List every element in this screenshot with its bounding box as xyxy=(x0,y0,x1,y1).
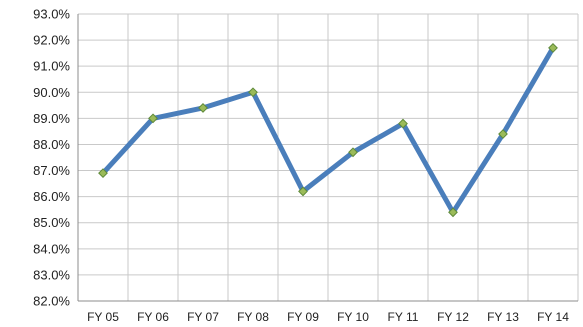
data-point-marker xyxy=(198,103,208,113)
data-point-marker xyxy=(148,113,158,124)
y-tick-label: 93.0% xyxy=(33,7,70,22)
data-point-marker xyxy=(398,118,408,129)
x-tick-label: FY 05 xyxy=(87,310,119,324)
series-line-layer xyxy=(100,45,556,215)
x-tick-label: FY 10 xyxy=(337,310,369,324)
y-tick-label: 87.0% xyxy=(33,163,70,178)
data-point-marker xyxy=(98,168,108,179)
data-point-marker xyxy=(348,147,358,158)
series-line xyxy=(100,45,556,215)
x-tick-label: FY 13 xyxy=(487,310,519,324)
y-tick-label: 91.0% xyxy=(33,59,70,74)
y-tick-label: 85.0% xyxy=(33,215,70,230)
x-tick-label: FY 11 xyxy=(388,310,419,324)
data-point-marker xyxy=(298,186,308,197)
y-tick-label: 92.0% xyxy=(33,33,70,48)
y-tick-label: 90.0% xyxy=(33,85,70,100)
x-tick-label: FY 12 xyxy=(437,310,469,324)
x-tick-label: FY 14 xyxy=(537,310,569,324)
x-tick-label: FY 09 xyxy=(287,310,319,324)
data-points-layer xyxy=(98,43,558,218)
x-tick-label: FY 07 xyxy=(187,310,219,324)
y-axis-tick-labels: 82.0% 83.0% 84.0% 85.0% 86.0% 87.0% 88.0% 89.0%… xyxy=(33,7,70,309)
data-point-marker xyxy=(498,129,508,139)
y-tick-label: 89.0% xyxy=(33,111,70,126)
y-tick-label: 88.0% xyxy=(33,137,70,152)
data-point-marker xyxy=(448,207,458,218)
y-tick-label: 86.0% xyxy=(33,189,70,204)
data-point-marker xyxy=(248,87,258,98)
x-tick-label: FY 08 xyxy=(237,310,269,324)
data-point-marker xyxy=(548,43,558,53)
y-tick-label: 82.0% xyxy=(33,294,70,309)
y-tick-label: 83.0% xyxy=(33,267,70,282)
y-tick-label: 84.0% xyxy=(33,241,70,256)
x-axis-tick-labels: FY 05 FY 06 FY 07 FY 08 FY 09 FY 10 FY 11 FY 12… xyxy=(87,310,569,324)
axes xyxy=(77,14,578,302)
x-tick-label: FY 06 xyxy=(137,310,169,324)
grid-lines xyxy=(77,13,579,301)
